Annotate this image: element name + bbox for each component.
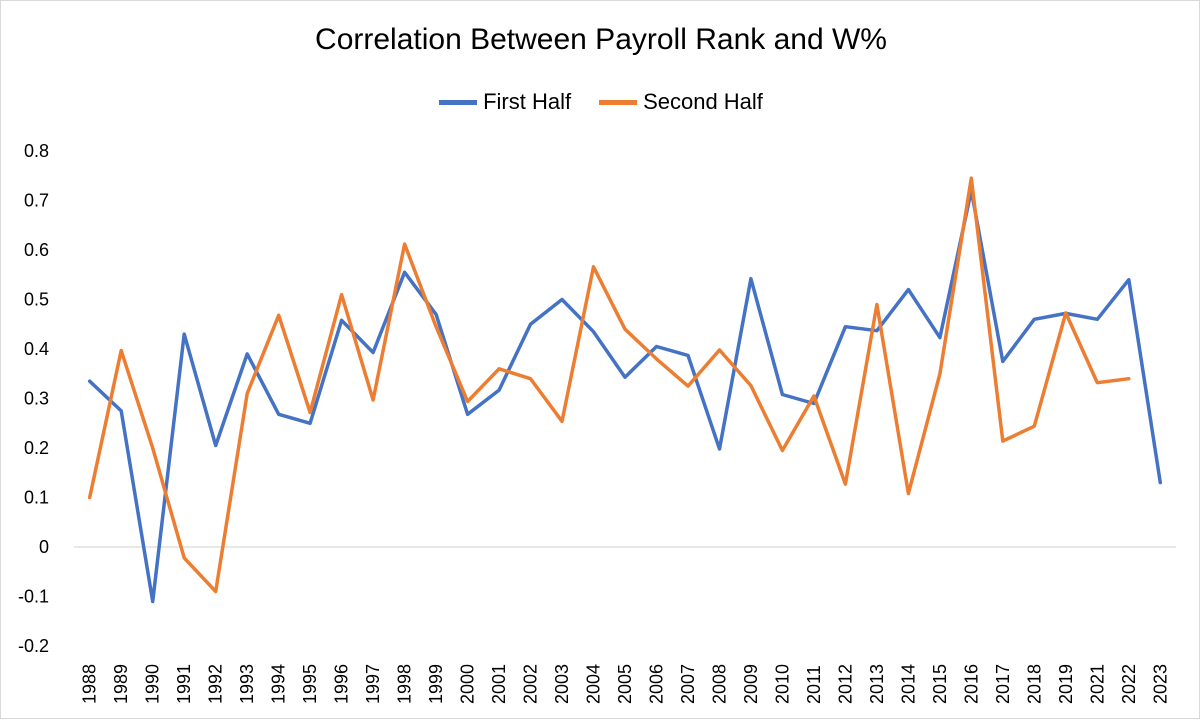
x-tick-label: 2003	[552, 664, 572, 704]
legend-item-second-half: Second Half	[599, 89, 763, 115]
y-tick-label: 0.4	[24, 339, 49, 359]
x-tick-label: 2022	[1119, 664, 1139, 704]
y-tick-label: 0.3	[24, 389, 49, 409]
x-tick-label: 2008	[709, 664, 729, 704]
y-tick-label: 0.2	[24, 438, 49, 458]
x-tick-label: 1992	[206, 664, 226, 704]
x-tick-label: 2011	[804, 665, 824, 704]
y-tick-label: 0.7	[24, 191, 49, 211]
x-tick-label: 1989	[111, 664, 131, 704]
legend: First Half Second Half	[1, 89, 1200, 115]
x-tick-label: 2015	[930, 664, 950, 704]
x-tick-label: 1995	[300, 664, 320, 704]
x-tick-label: 1991	[174, 664, 194, 704]
x-tick-label: 2013	[867, 664, 887, 704]
x-tick-label: 2007	[678, 664, 698, 704]
legend-label-first-half: First Half	[483, 89, 572, 114]
x-tick-label: 1990	[143, 664, 163, 704]
x-tick-label: 1998	[395, 664, 415, 704]
chart-title: Correlation Between Payroll Rank and W%	[315, 23, 887, 56]
x-tick-label: 2023	[1150, 664, 1170, 704]
x-tick-label: 1997	[363, 664, 383, 704]
x-tick-label: 2002	[521, 664, 541, 704]
y-tick-label: 0.5	[24, 290, 49, 310]
x-tick-label: 1993	[237, 664, 257, 704]
x-tick-label: 2010	[772, 664, 792, 704]
y-tick-label: 0.1	[24, 488, 49, 508]
y-tick-label: 0.6	[24, 240, 49, 260]
y-tick-label: 0.8	[24, 141, 49, 161]
series-line-second-half	[87, 176, 1131, 594]
legend-item-first-half: First Half	[439, 89, 571, 115]
x-tick-label: 2019	[1056, 664, 1076, 704]
x-tick-label: 2014	[898, 664, 918, 704]
y-tick-label: 0	[39, 537, 49, 557]
x-tick-label: 2004	[584, 664, 604, 704]
x-tick-label: 1999	[426, 664, 446, 704]
x-tick-label: 2000	[458, 664, 478, 704]
x-tick-label: 2012	[835, 664, 855, 704]
x-tick-label: 2016	[961, 664, 981, 704]
x-tick-label: 2018	[1024, 664, 1044, 704]
legend-label-second-half: Second Half	[643, 89, 763, 114]
x-tick-label: 2009	[741, 664, 761, 704]
series-line-first-half	[87, 188, 1163, 604]
y-tick-label: -0.2	[18, 636, 49, 656]
x-tick-label: 2021	[1087, 664, 1107, 704]
x-tick-label: 2006	[646, 664, 666, 704]
x-tick-label: 1994	[269, 664, 289, 704]
x-tick-label: 1988	[80, 664, 100, 704]
x-tick-label: 1996	[332, 664, 352, 704]
legend-swatch-first-half	[439, 99, 478, 105]
legend-swatch-second-half	[599, 99, 638, 105]
x-tick-label: 2001	[489, 664, 509, 704]
x-tick-label: 2017	[993, 664, 1013, 704]
x-tick-label: 2005	[615, 664, 635, 704]
y-tick-label: -0.1	[18, 587, 49, 607]
